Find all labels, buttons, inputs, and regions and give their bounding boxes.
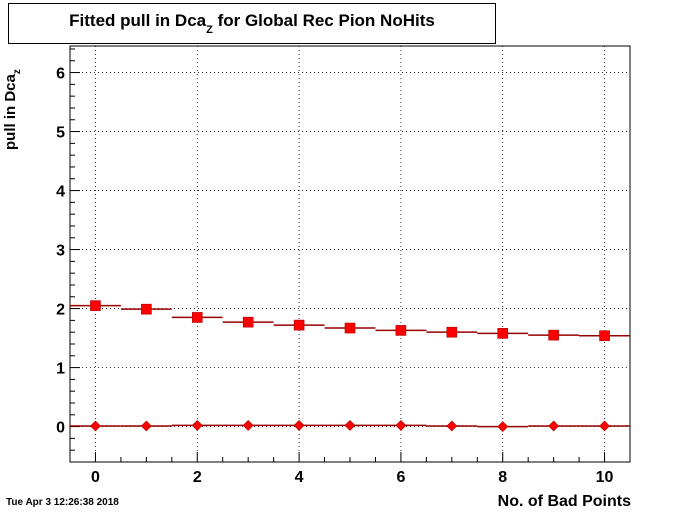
y-tick-label: 1 xyxy=(56,361,65,378)
x-axis-label: No. of Bad Points xyxy=(497,493,631,510)
y-tick-label: 4 xyxy=(56,184,65,201)
series-0-point xyxy=(191,312,203,323)
series-0-point xyxy=(497,328,509,339)
y-axis-label-main: pull in Dca xyxy=(2,74,19,150)
series-1-point xyxy=(497,421,509,433)
series-0-point xyxy=(242,316,254,328)
series-1-point xyxy=(446,420,458,432)
series-0-point xyxy=(548,329,559,341)
chart-title: Fitted pull in DcaZ for Global Rec Pion … xyxy=(9,11,495,36)
title-main: Fitted pull in Dca xyxy=(69,11,207,30)
x-tick-label: 0 xyxy=(91,469,100,486)
series-1-point xyxy=(344,419,356,431)
title-rest: for Global Rec Pion NoHits xyxy=(217,11,435,30)
series-1-point xyxy=(191,419,203,431)
y-tick-label: 5 xyxy=(56,125,65,142)
series-0-point xyxy=(293,319,305,331)
series-0-point xyxy=(90,300,101,311)
series-1-point xyxy=(395,419,407,431)
series-1-point xyxy=(293,419,305,431)
series-0-point xyxy=(599,330,610,342)
x-tick-label: 2 xyxy=(193,469,202,486)
x-tick-label: 6 xyxy=(396,469,405,486)
y-axis-label: pull in Dcaz xyxy=(2,69,23,150)
chart-title-box: Fitted pull in DcaZ for Global Rec Pion … xyxy=(8,3,496,44)
x-tick-label: 10 xyxy=(596,469,614,486)
timestamp: Tue Apr 3 12:26:38 2018 xyxy=(6,497,119,508)
x-tick-label: 8 xyxy=(498,469,507,486)
series-0-point xyxy=(344,322,356,334)
y-tick-label: 3 xyxy=(56,243,65,260)
y-tick-label: 0 xyxy=(56,420,65,437)
series-1-point xyxy=(242,419,254,431)
y-tick-label: 2 xyxy=(56,302,65,319)
series-1-point xyxy=(599,420,610,432)
series-0-point xyxy=(395,325,407,336)
y-tick-label: 6 xyxy=(56,66,65,83)
series-0-point xyxy=(141,303,152,315)
title-subscript: Z xyxy=(206,24,213,36)
y-axis-label-subscript: z xyxy=(12,69,23,75)
series-1-point xyxy=(548,420,560,432)
series-1-point xyxy=(140,420,152,432)
series-0-point xyxy=(446,326,458,338)
plot-area xyxy=(70,46,630,462)
x-tick-label: 4 xyxy=(295,469,304,486)
series-1-point xyxy=(90,420,101,432)
